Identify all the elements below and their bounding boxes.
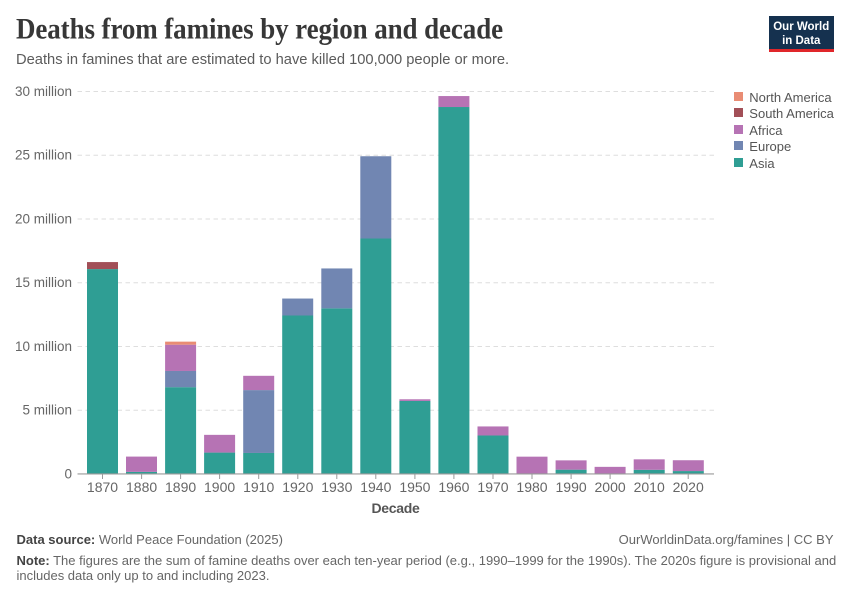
svg-text:1880: 1880 [126,479,157,495]
svg-text:1890: 1890 [165,479,196,495]
svg-text:1870: 1870 [87,479,118,495]
svg-text:5 million: 5 million [22,403,72,418]
svg-text:10 million: 10 million [15,339,72,354]
svg-text:1990: 1990 [556,479,587,495]
svg-text:2020: 2020 [673,479,704,495]
svg-text:30 million: 30 million [15,84,72,99]
svg-text:1940: 1940 [360,479,391,495]
svg-text:1950: 1950 [399,479,430,495]
svg-text:1920: 1920 [282,479,313,495]
svg-text:1910: 1910 [243,479,274,495]
svg-text:1900: 1900 [204,479,235,495]
svg-text:1930: 1930 [321,479,352,495]
svg-text:Decade: Decade [371,500,420,516]
svg-text:2010: 2010 [634,479,665,495]
svg-text:20 million: 20 million [15,212,72,227]
svg-text:1970: 1970 [477,479,508,495]
svg-text:2000: 2000 [595,479,626,495]
svg-text:0: 0 [64,467,72,482]
svg-text:1960: 1960 [438,479,469,495]
svg-text:1980: 1980 [516,479,547,495]
svg-text:15 million: 15 million [15,275,72,290]
svg-text:25 million: 25 million [15,148,72,163]
